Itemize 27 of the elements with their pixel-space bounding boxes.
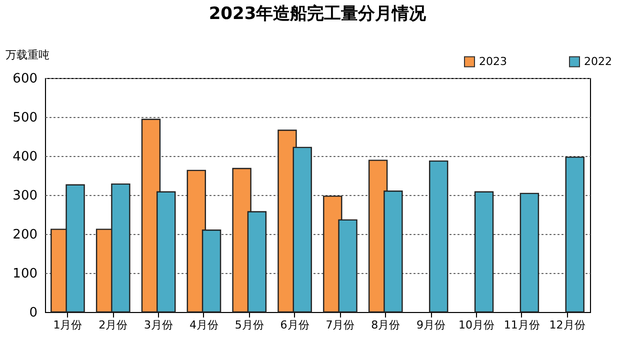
x-tick-label: 7月份 xyxy=(326,318,355,332)
x-tick-label: 1月份 xyxy=(53,318,82,332)
x-tick-label: 11月份 xyxy=(504,318,540,332)
y-tick-label: 400 xyxy=(12,150,38,164)
x-tick-label: 9月份 xyxy=(416,318,446,332)
x-tick-label: 5月份 xyxy=(234,318,264,332)
y-tick-label: 300 xyxy=(12,188,38,204)
x-tick-label: 3月份 xyxy=(144,318,174,332)
y-tick-label: 100 xyxy=(12,266,38,282)
x-tick-label: 6月份 xyxy=(280,318,310,332)
chart-title: 2023年造船完工量分月情况 xyxy=(208,4,428,24)
y-tick-label: 500 xyxy=(12,110,38,126)
y-tick-label: 0 xyxy=(29,306,38,320)
x-tick-label: 12月份 xyxy=(549,318,586,332)
legend-label: 2023 xyxy=(479,54,507,68)
bar xyxy=(429,160,448,313)
bar xyxy=(520,192,540,313)
legend-label: 2022 xyxy=(584,54,612,68)
bar xyxy=(474,191,494,313)
bar xyxy=(565,156,584,313)
y-tick-label: 600 xyxy=(12,72,38,86)
y-tick-label: 200 xyxy=(12,228,38,242)
x-tick-label: 8月份 xyxy=(371,318,400,332)
x-tick-label: 4月份 xyxy=(189,318,218,332)
x-tick-label: 10月份 xyxy=(458,318,494,332)
y-axis-title: 万载重吨 xyxy=(6,48,50,62)
x-tick-label: 2月份 xyxy=(98,318,128,332)
